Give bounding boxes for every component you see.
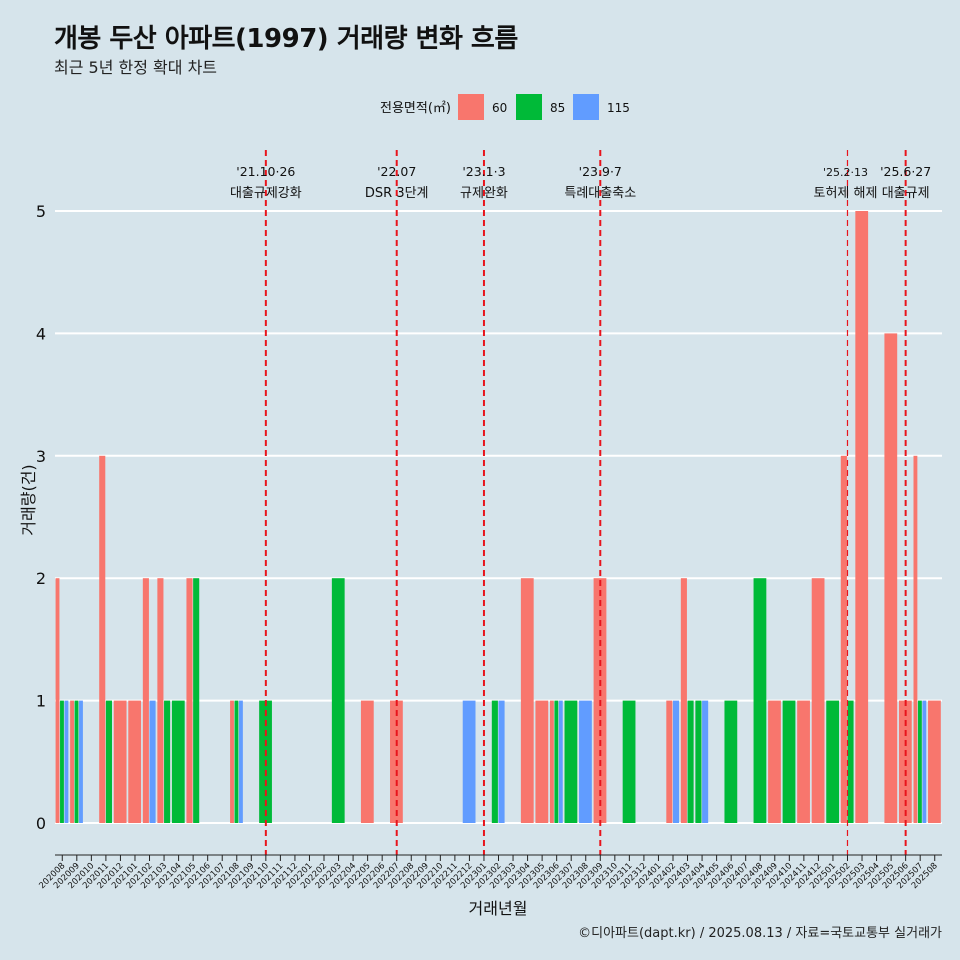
bar-202205-60 [360,700,374,823]
bar-202105-60 [186,578,193,823]
bar-202105-85 [193,578,200,823]
y-tick-label-1: 1 [36,692,46,711]
event-date-202110: '21.10·26 [236,164,295,179]
y-tick-label-3: 3 [36,447,46,466]
y-tick-label-4: 4 [36,324,46,343]
bar-202306-115 [558,700,563,823]
bar-202012-60 [113,700,127,823]
event-date-202506: '25.6·27 [880,164,931,179]
y-tick-label-5: 5 [36,202,46,221]
event-label-202502: 토허제 해제 [814,186,878,201]
bar-202402-60 [666,700,673,823]
bar-202412-60 [811,578,825,823]
bar-202411-60 [797,700,810,823]
bar-202503-60 [855,211,869,823]
bar-202307-85 [564,700,578,823]
bar-202404-115 [702,700,709,823]
bar-202507-60 [913,455,918,823]
event-date-202207: '22.07 [377,164,416,179]
bar-202406-85 [724,700,738,823]
bar-202008-85 [60,700,64,823]
bar-202108-60 [230,700,234,823]
event-date-202502: '25.2·13 [823,166,868,179]
bar-202108-85 [234,700,239,823]
bar-202501-85 [826,700,840,823]
bar-202302-85 [491,700,498,823]
bar-202009-115 [79,700,83,823]
bar-202306-60 [549,700,554,823]
bar-202108-115 [238,700,243,823]
chart-subtitle: 최근 5년 한정 확대 차트 [54,58,218,77]
bar-202103-60 [157,578,164,823]
event-markers: '21.10·26 대출규제강화 '22.07 DSR 3단계 '23.1·3 규제완화 '… [230,150,931,855]
legend-label-115: 115 [607,101,630,115]
event-label-202301: 규제완화 [460,186,508,201]
legend-label-60: 60 [492,101,507,115]
bar-202507-115 [922,700,927,823]
bar-202102-60 [142,578,149,823]
bar-202403-85 [687,700,694,823]
x-axis: 2020082020092020102020112020122021012021… [37,854,942,891]
bar-202104-85 [171,700,185,823]
bar-202203-85 [331,578,345,823]
bar-202505-60 [884,333,898,823]
event-label-202309: 특례대출축소 [564,186,636,201]
legend-label-85: 85 [550,101,565,115]
bar-202302-115 [498,700,505,823]
bar-202409-60 [768,700,781,823]
bar-202101-60 [128,700,142,823]
event-date-202309: '23.9·7 [579,164,622,179]
bar-202011-85 [105,700,112,823]
bar-202011-60 [99,455,106,823]
bar-202502-85 [847,700,854,823]
event-label-202207: DSR 3단계 [365,186,429,201]
bar-202402-115 [672,700,680,823]
y-tick-label-0: 0 [36,814,46,833]
event-label-202506: 대출규제 [882,186,930,201]
bars [55,211,941,823]
bar-202410-85 [782,700,796,823]
legend: 전용면적(㎡) 60 85 115 [380,94,630,120]
legend-key-85 [516,94,542,120]
bar-202306-85 [554,700,559,823]
bar-202212-115 [462,700,476,823]
bar-202502-60 [840,455,847,823]
event-label-202110: 대출규제강화 [230,186,302,201]
bar-202404-85 [695,700,702,823]
event-date-202301: '23.1·3 [462,164,505,179]
y-axis-label: 거래량(건) [19,464,38,535]
x-axis-label: 거래년월 [469,899,528,918]
y-axis: 0 1 2 3 4 5 [36,202,46,833]
bar-202008-115 [64,700,69,823]
legend-key-60 [458,94,484,120]
bar-202507-85 [917,700,922,823]
bar-202308-115 [579,700,592,823]
legend-key-115 [573,94,599,120]
bar-202311-85 [622,700,636,823]
bar-202103-85 [164,700,171,823]
bar-202304-60 [520,578,534,823]
bar-202305-60 [535,700,549,823]
source-caption: ©디아파트(dapt.kr) / 2025.08.13 / 자료=국토교통부 실… [578,926,942,941]
bar-202008-60 [55,578,60,823]
chart-title: 개봉 두산 아파트(1997) 거래량 변화 흐름 [54,24,518,54]
bar-202009-60 [70,700,74,823]
bar-202403-60 [680,578,687,823]
bar-202408-85 [753,578,767,823]
legend-title: 전용면적(㎡) [380,101,451,116]
bar-202102-115 [149,700,156,823]
bar-202009-85 [74,700,79,823]
bar-202508-60 [928,700,941,823]
y-tick-label-2: 2 [36,569,46,588]
